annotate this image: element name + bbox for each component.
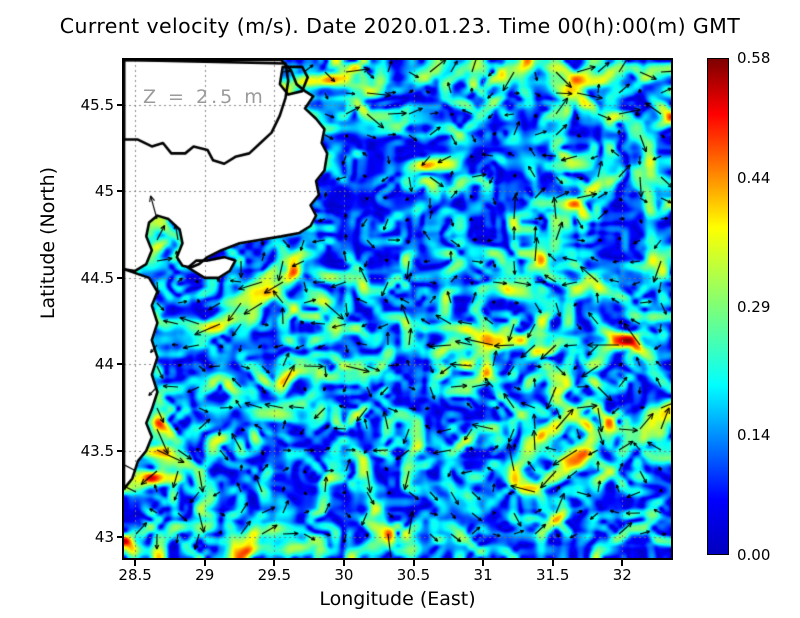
y-axis-tick-label: 45.5 bbox=[80, 95, 114, 114]
y-axis-tick-mark bbox=[117, 276, 124, 279]
x-axis-tick-mark bbox=[342, 559, 345, 566]
quiver-and-coastline-canvas bbox=[124, 60, 671, 558]
colorbar-tick-label: 0.00 bbox=[737, 546, 771, 564]
x-axis-tick-mark bbox=[482, 559, 485, 566]
velocity-field-layer bbox=[124, 60, 671, 558]
x-axis-tick-label: 28.5 bbox=[118, 566, 152, 584]
y-axis-tick-mark bbox=[117, 190, 124, 193]
y-axis-tick-label: 43 bbox=[94, 528, 114, 547]
x-axis-tick-mark bbox=[621, 559, 624, 566]
x-axis-tick-mark bbox=[134, 559, 137, 566]
colorbar-tick-label: 0.14 bbox=[737, 426, 771, 445]
colorbar-tick-label: 0.44 bbox=[737, 168, 771, 187]
y-axis-tick-label: 44 bbox=[94, 355, 114, 374]
y-axis-tick-mark bbox=[117, 103, 124, 106]
page-title: Current velocity (m/s). Date 2020.01.23.… bbox=[59, 14, 741, 38]
map-plot-area[interactable] bbox=[122, 58, 673, 560]
colorbar-tick-label: 0.29 bbox=[737, 297, 771, 316]
x-axis-tick-label: 29 bbox=[195, 566, 215, 584]
x-axis-tick-mark bbox=[551, 559, 554, 566]
x-axis-tick-label: 32 bbox=[612, 566, 632, 584]
x-axis-tick-label: 31 bbox=[473, 566, 493, 584]
x-axis-tick-mark bbox=[273, 559, 276, 566]
x-axis-tick-label: 30 bbox=[334, 566, 354, 584]
x-axis-tick-label: 30.5 bbox=[396, 566, 431, 584]
colorbar-gradient bbox=[708, 59, 728, 554]
colorbar bbox=[707, 58, 729, 555]
y-axis-tick-mark bbox=[117, 536, 124, 539]
x-axis-label: Longitude (East) bbox=[319, 588, 476, 610]
y-axis-tick-mark bbox=[117, 449, 124, 452]
y-axis-tick-label: 43.5 bbox=[80, 441, 114, 460]
y-axis-label: Latitude (North) bbox=[37, 166, 59, 320]
y-axis-tick-label: 45 bbox=[94, 182, 114, 201]
y-axis-tick-mark bbox=[117, 363, 124, 366]
x-axis-tick-mark bbox=[412, 559, 415, 566]
y-axis-tick-label: 44.5 bbox=[80, 268, 114, 287]
x-axis-tick-mark bbox=[203, 559, 206, 566]
x-axis-tick-label: 31.5 bbox=[535, 566, 570, 584]
colorbar-tick-label: 0.58 bbox=[737, 49, 771, 67]
x-axis-tick-label: 29.5 bbox=[257, 566, 292, 584]
